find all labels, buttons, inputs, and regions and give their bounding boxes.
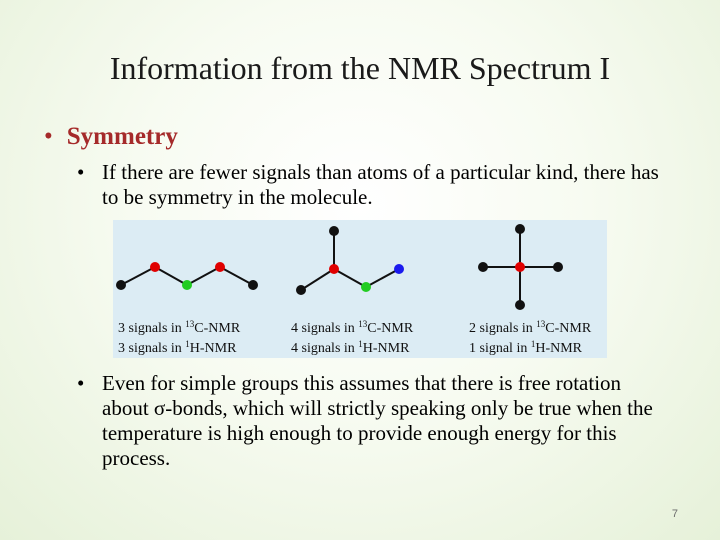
bullet-fewer-signals-text: If there are fewer signals than atoms of… — [102, 160, 659, 209]
bullet-fewer-signals: • If there are fewer signals than atoms … — [77, 160, 667, 210]
caption-13c-molecule-3: 2 signals in 13C-NMR — [469, 319, 592, 336]
bullet-symmetry: • Symmetry — [44, 121, 178, 153]
atom-blue — [394, 264, 404, 274]
atom-black — [329, 226, 339, 236]
molecule-1 — [120, 266, 254, 286]
bullet-marker: • — [77, 160, 85, 184]
slide-title: Information from the NMR Spectrum I — [109, 50, 611, 86]
atom-black — [515, 224, 525, 234]
bullet-free-rotation: • Even for simple groups this assumes th… — [77, 371, 667, 471]
bullet-free-rotation-text: Even for simple groups this assumes that… — [102, 371, 653, 470]
atom-red — [329, 264, 339, 274]
bullet-symmetry-label: Symmetry — [66, 123, 178, 150]
atom-red — [150, 262, 160, 272]
atom-black — [478, 262, 488, 272]
molecule-2 — [300, 231, 400, 291]
caption-1h-molecule-2: 4 signals in 1H-NMR — [291, 339, 410, 356]
page-number: 7 — [671, 508, 678, 520]
atom-black — [553, 262, 563, 272]
caption-13c-molecule-2: 4 signals in 13C-NMR — [291, 319, 414, 336]
caption-13c-molecule-1: 3 signals in 13C-NMR — [118, 319, 241, 336]
atom-green — [182, 280, 192, 290]
atom-black — [515, 300, 525, 310]
atom-black — [296, 285, 306, 295]
atom-black — [116, 280, 126, 290]
atom-red — [215, 262, 225, 272]
bullet-marker: • — [44, 123, 53, 150]
molecule-diagrams: 3 signals in 13C-NMR 3 signals in 1H-NMR… — [116, 224, 592, 356]
atom-black — [248, 280, 258, 290]
caption-1h-molecule-3: 1 signal in 1H-NMR — [469, 339, 583, 356]
atom-red — [515, 262, 525, 272]
atom-green — [361, 282, 371, 292]
caption-1h-molecule-1: 3 signals in 1H-NMR — [118, 339, 237, 356]
molecule-symmetry-figure: 3 signals in 13C-NMR 3 signals in 1H-NMR… — [113, 220, 607, 358]
bullet-marker: • — [77, 371, 85, 395]
